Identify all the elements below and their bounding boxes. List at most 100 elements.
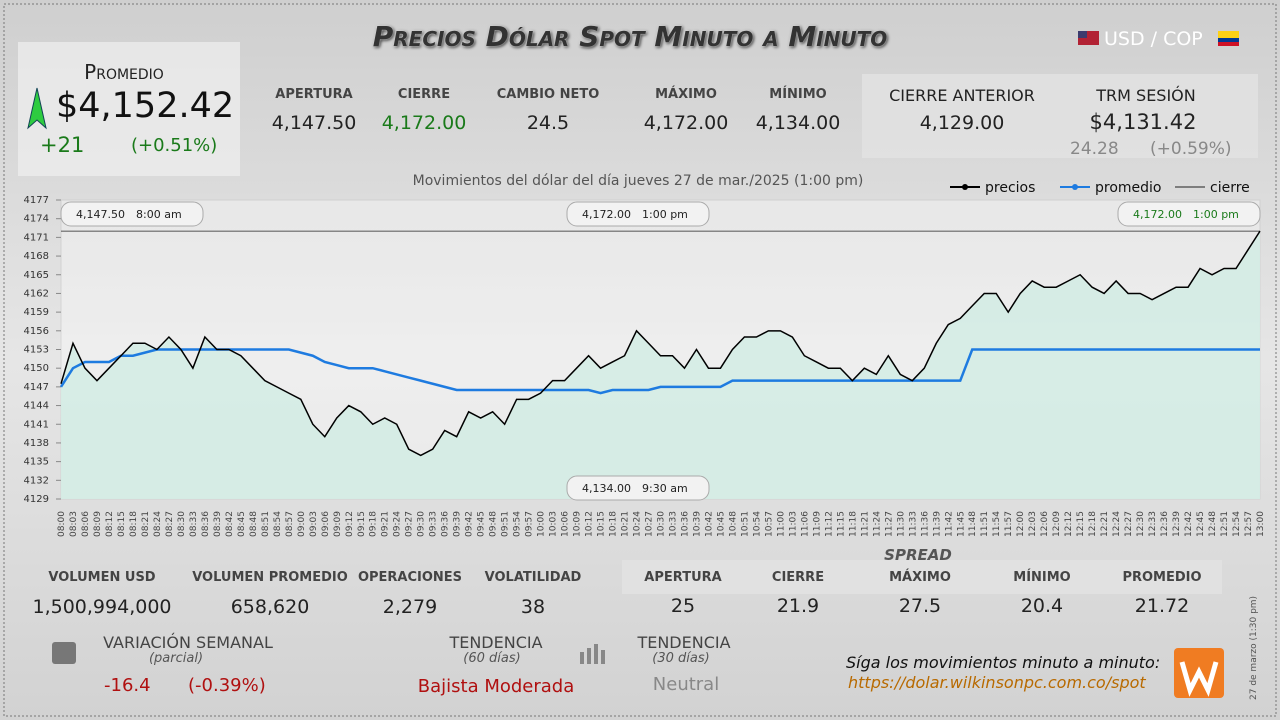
spread-value: 21.72 bbox=[1134, 595, 1190, 617]
x-tick-label: 10:21 bbox=[621, 511, 631, 537]
x-tick-label: 08:00 bbox=[57, 511, 67, 537]
trm-panel bbox=[862, 74, 1258, 158]
promedio-value: $4,152.42 bbox=[56, 86, 235, 126]
session-label: CIERRE bbox=[397, 87, 451, 102]
flag-us-canton bbox=[1078, 31, 1087, 38]
x-tick-label: 10:06 bbox=[561, 511, 571, 537]
x-tick-label: 09:03 bbox=[309, 511, 319, 537]
stamp: 27 de marzo (1:30 pm) bbox=[1249, 595, 1259, 700]
session-label: MÁXIMO bbox=[655, 87, 717, 102]
series-line bbox=[60, 230, 1261, 457]
x-tick-label: 09:51 bbox=[501, 511, 511, 537]
annotation-time: 1:00 pm bbox=[1193, 208, 1239, 221]
trm-label: TRM SESIÓN bbox=[1096, 86, 1196, 105]
volume-value: 1,500,994,000 bbox=[32, 596, 172, 618]
x-tick-label: 12:03 bbox=[1028, 511, 1038, 537]
x-tick-label: 12:33 bbox=[1148, 511, 1158, 537]
x-tick-label: 11:27 bbox=[884, 511, 894, 537]
x-tick-label: 08:33 bbox=[189, 511, 199, 537]
annotation-box bbox=[60, 201, 204, 227]
legend-label: cierre bbox=[1210, 180, 1250, 196]
prev-label: CIERRE ANTERIOR bbox=[889, 86, 1035, 105]
annotation-box bbox=[1117, 201, 1261, 227]
x-tick-label: 08:42 bbox=[225, 511, 235, 537]
frame bbox=[3, 3, 1277, 717]
x-tick-label: 09:09 bbox=[333, 511, 343, 537]
weekly-change: -16.4 bbox=[104, 675, 151, 696]
x-tick-label: 09:27 bbox=[405, 511, 415, 537]
x-tick-label: 11:06 bbox=[800, 511, 810, 537]
chart-title: Movimientos del dólar del día jueves 27 … bbox=[412, 173, 864, 189]
x-tick-label: 08:45 bbox=[237, 511, 247, 537]
x-tick-label: 10:18 bbox=[609, 511, 619, 537]
x-tick-label: 08:21 bbox=[141, 511, 151, 537]
trend60-value: Bajista Moderada bbox=[417, 676, 575, 697]
legend-dot bbox=[962, 184, 968, 190]
annotation-box bbox=[566, 201, 710, 227]
x-tick-label: 10:42 bbox=[704, 511, 714, 537]
logo-mark bbox=[1179, 661, 1219, 697]
x-tick-label: 11:18 bbox=[848, 511, 858, 537]
x-tick-label: 10:51 bbox=[740, 511, 750, 537]
y-tick-label: 4174 bbox=[24, 214, 49, 225]
x-tick-label: 08:18 bbox=[129, 511, 139, 537]
y-tick-label: 4162 bbox=[24, 288, 49, 299]
price-area bbox=[61, 231, 1260, 500]
x-tick-label: 12:48 bbox=[1208, 511, 1218, 537]
volume-label: VOLATILIDAD bbox=[484, 570, 582, 585]
x-tick-label: 12:51 bbox=[1220, 511, 1230, 537]
annotation-time: 9:30 am bbox=[642, 482, 688, 495]
x-tick-label: 12:36 bbox=[1160, 511, 1170, 537]
annotation-price: 4,134.00 bbox=[582, 482, 631, 495]
x-tick-label: 12:27 bbox=[1124, 511, 1134, 537]
annotation-price: 4,172.00 bbox=[1133, 208, 1182, 221]
promedio-label: Promedio bbox=[84, 60, 164, 84]
annotation-price: 4,172.00 bbox=[582, 208, 631, 221]
x-tick-label: 10:48 bbox=[728, 511, 738, 537]
trend30-value: Neutral bbox=[652, 674, 720, 695]
spread-title: SPREAD bbox=[884, 546, 952, 564]
x-tick-label: 08:15 bbox=[117, 511, 127, 537]
calendar-icon bbox=[52, 642, 76, 664]
up-arrow bbox=[27, 87, 47, 130]
x-tick-label: 10:36 bbox=[680, 511, 690, 537]
annotation-box bbox=[566, 475, 710, 501]
x-tick-label: 09:21 bbox=[381, 511, 391, 537]
session-value: 4,134.00 bbox=[755, 112, 841, 134]
footer-url[interactable]: https://dolar.wilkinsonpc.com.co/spot bbox=[848, 673, 1146, 692]
x-tick-label: 12:54 bbox=[1232, 511, 1242, 537]
y-tick-label: 4177 bbox=[24, 195, 49, 206]
x-tick-label: 08:24 bbox=[153, 511, 163, 537]
y-tick-label: 4144 bbox=[24, 401, 49, 412]
volume-value: 38 bbox=[520, 596, 546, 618]
x-tick-label: 09:48 bbox=[489, 511, 499, 537]
x-tick-label: 11:48 bbox=[968, 511, 978, 537]
x-tick-label: 09:42 bbox=[465, 511, 475, 537]
session-value: 4,172.00 bbox=[381, 112, 467, 134]
x-tick-label: 10:09 bbox=[573, 511, 583, 537]
x-tick-label: 12:57 bbox=[1244, 511, 1254, 537]
y-tick-label: 4171 bbox=[24, 232, 49, 243]
spread-value: 25 bbox=[670, 595, 696, 617]
pair: USD / COP bbox=[1104, 28, 1203, 50]
y-tick-label: 4135 bbox=[24, 457, 49, 468]
x-tick-label: 09:57 bbox=[525, 511, 535, 537]
x-tick-label: 12:15 bbox=[1076, 511, 1086, 537]
x-tick-label: 11:36 bbox=[920, 511, 930, 537]
trend60-sub: (60 días) bbox=[463, 651, 521, 666]
x-tick-label: 08:27 bbox=[165, 511, 175, 537]
promedio-panel bbox=[18, 42, 240, 176]
volume-value: 658,620 bbox=[230, 596, 310, 618]
x-tick-label: 10:27 bbox=[645, 511, 655, 537]
x-tick-label: 09:06 bbox=[321, 511, 331, 537]
x-tick-label: 10:30 bbox=[657, 511, 667, 537]
trm-change-pct: (+0.59%) bbox=[1150, 139, 1232, 159]
session-label: CAMBIO NETO bbox=[496, 87, 600, 102]
y-tick-label: 4156 bbox=[24, 326, 49, 337]
session-label: MÍNIMO bbox=[769, 87, 827, 102]
x-tick-label: 10:12 bbox=[585, 511, 595, 537]
annotation-time: 8:00 am bbox=[136, 208, 182, 221]
x-tick-label: 11:12 bbox=[824, 511, 834, 537]
chart-icon bbox=[580, 644, 605, 664]
